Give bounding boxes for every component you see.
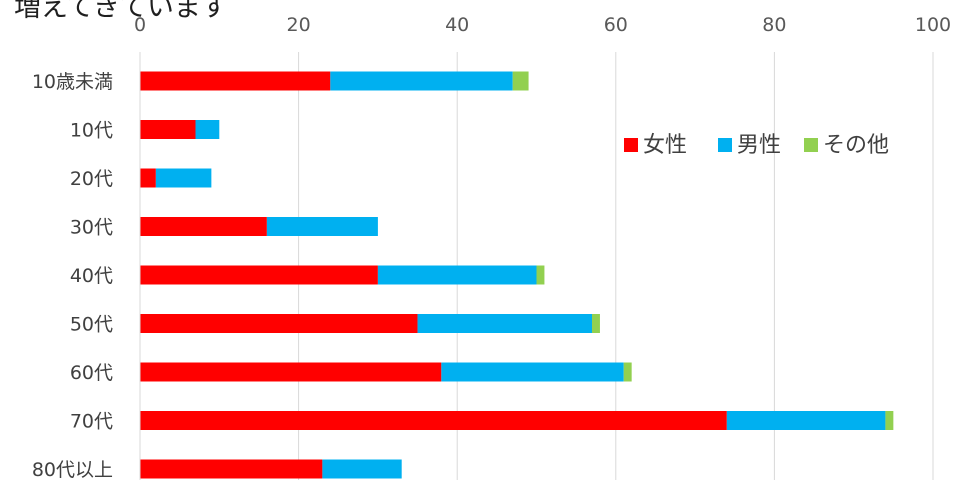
x-tick-label-80: 80 bbox=[762, 14, 786, 36]
x-tick-label-60: 60 bbox=[604, 14, 628, 36]
bar-3-series-1 bbox=[266, 217, 378, 236]
legend-label-2: その他 bbox=[823, 133, 889, 158]
bar-8-series-0 bbox=[140, 459, 323, 479]
x-tick-label-40: 40 bbox=[445, 14, 469, 36]
bar-2-series-1 bbox=[155, 168, 212, 188]
legend-label-0: 女性 bbox=[643, 133, 687, 158]
y-tick-label-7: 70代 bbox=[70, 411, 113, 433]
bar-5-series-1 bbox=[417, 314, 593, 333]
bar-6-series-2 bbox=[623, 362, 632, 382]
y-axis-labels: 10歳未満 10代 20代 30代 40代 50代 60代 70代 80代以上 bbox=[32, 71, 113, 481]
legend-swatch-2 bbox=[804, 138, 818, 152]
x-tick-label-20: 20 bbox=[287, 14, 311, 36]
bar-7-series-1 bbox=[726, 411, 886, 430]
x-tick-label-0: 0 bbox=[134, 14, 146, 36]
bar-6-series-1 bbox=[441, 362, 624, 382]
legend-swatch-0 bbox=[624, 138, 638, 152]
bar-1-series-0 bbox=[140, 120, 196, 139]
bar-3-series-0 bbox=[140, 217, 267, 236]
legend-swatch-1 bbox=[718, 138, 732, 152]
bar-5-series-2 bbox=[592, 314, 600, 333]
bar-5-series-0 bbox=[140, 314, 418, 333]
y-tick-label-8: 80代以上 bbox=[32, 459, 113, 481]
y-tick-label-0: 10歳未満 bbox=[32, 71, 113, 93]
bar-0-series-2 bbox=[512, 71, 529, 91]
bar-7-series-0 bbox=[140, 411, 727, 430]
legend: 女性 男性 その他 bbox=[624, 133, 889, 158]
y-tick-label-4: 40代 bbox=[70, 265, 113, 287]
bar-8-series-1 bbox=[322, 459, 402, 479]
y-tick-label-2: 20代 bbox=[70, 168, 113, 190]
y-tick-label-5: 50代 bbox=[70, 314, 113, 336]
bar-4-series-0 bbox=[140, 265, 378, 285]
y-tick-label-6: 60代 bbox=[70, 362, 113, 384]
bar-4-series-1 bbox=[377, 265, 537, 285]
bar-0-series-0 bbox=[140, 71, 331, 91]
y-tick-label-1: 10代 bbox=[70, 120, 113, 142]
bar-0-series-1 bbox=[330, 71, 513, 91]
caption-fragment: 増えてきています bbox=[14, 0, 228, 23]
bar-6-series-0 bbox=[140, 362, 442, 382]
x-tick-label-100: 100 bbox=[915, 14, 951, 36]
bars bbox=[140, 71, 894, 479]
bar-2-series-0 bbox=[140, 168, 156, 188]
y-tick-label-3: 30代 bbox=[70, 217, 113, 239]
bar-7-series-2 bbox=[885, 411, 894, 430]
x-axis-ticks: 0 20 40 60 80 100 bbox=[134, 14, 951, 36]
bar-1-series-1 bbox=[195, 120, 220, 139]
legend-label-1: 男性 bbox=[737, 133, 781, 158]
bar-4-series-2 bbox=[536, 265, 545, 285]
